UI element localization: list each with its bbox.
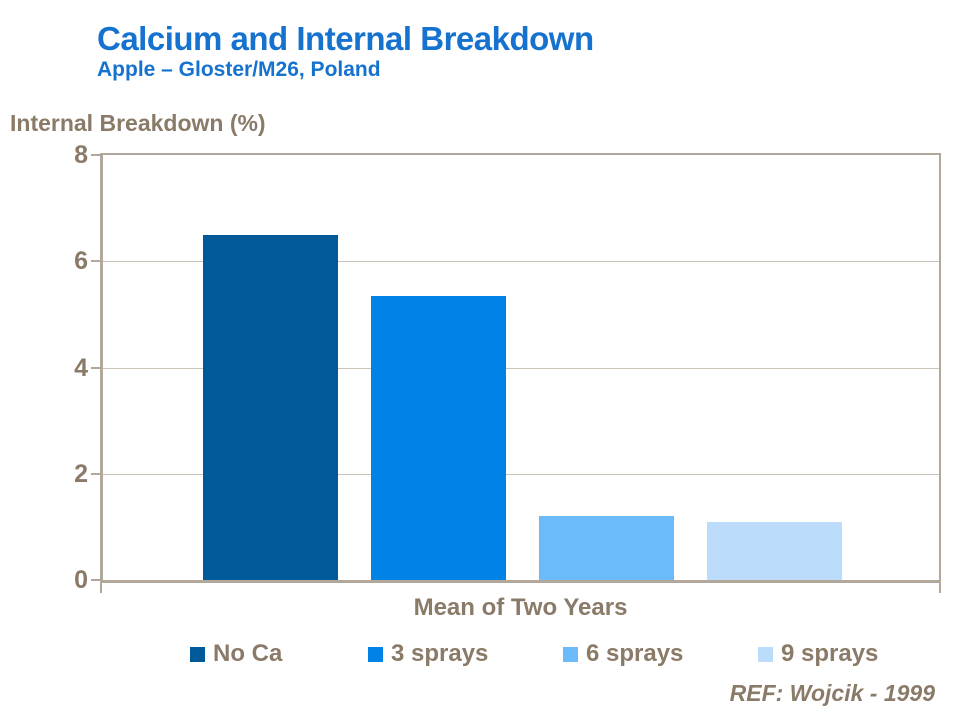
x-axis-end-tick-left [100,583,102,593]
legend-swatch-icon [758,646,773,662]
plot-area [100,153,941,583]
y-tick-2 [91,473,100,475]
legend-label: 6 sprays [586,640,684,667]
legend-item-3-sprays: 3 sprays [368,640,488,668]
y-tick-8 [91,154,100,156]
y-tick-6 [91,260,100,262]
legend-label: 9 sprays [781,640,879,667]
y-tick-label-8: 8 [74,141,88,169]
y-tick-4 [91,367,100,369]
gridline-4 [103,368,939,369]
y-axis-title: Internal Breakdown (%) [10,110,266,136]
y-tick-label-0: 0 [74,566,88,594]
bar-3-sprays [371,296,506,580]
x-axis-label: Mean of Two Years [413,594,628,621]
x-axis-end-tick-right [939,583,941,593]
bar-9-sprays [707,522,842,580]
bar-6-sprays [539,516,674,580]
legend-swatch-icon [563,646,578,662]
bar-no-ca [203,235,338,580]
y-tick-label-2: 2 [74,460,88,488]
legend-label: 3 sprays [391,640,489,667]
y-tick-label-4: 4 [74,354,88,382]
chart-title: Calcium and Internal Breakdown [97,20,594,57]
legend-label: No Ca [213,640,283,667]
y-tick-0 [91,579,100,581]
gridline-6 [103,261,939,262]
legend-swatch-icon [368,646,383,662]
gridline-2 [103,474,939,475]
legend-swatch-icon [190,646,205,662]
reference-text: REF: Wojcik - 1999 [729,680,935,706]
legend-item-6-sprays: 6 sprays [563,640,683,668]
y-tick-label-6: 6 [74,247,88,275]
legend-item-9-sprays: 9 sprays [758,640,878,668]
chart-subtitle: Apple – Gloster/M26, Poland [97,58,381,81]
legend-item-no-ca: No Ca [190,640,282,668]
